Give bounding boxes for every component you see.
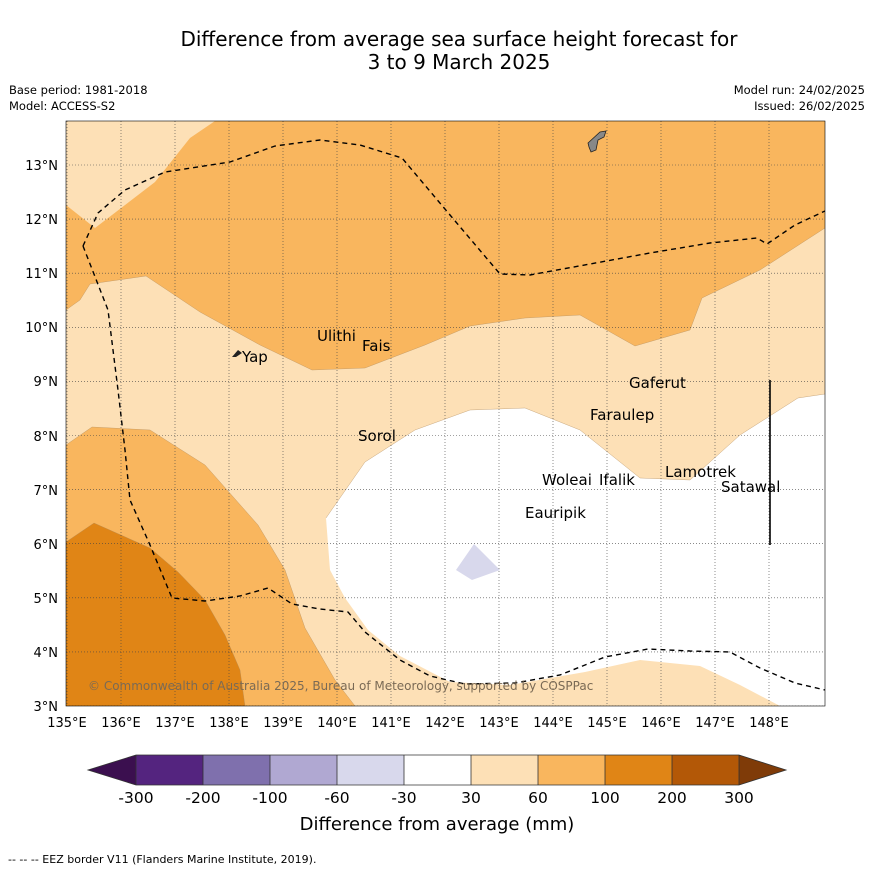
label-gaferut: Gaferut [629, 374, 686, 392]
lon-label: 148°E [749, 716, 789, 731]
colorbar-arrow-low [88, 755, 136, 785]
place-labels: Yap Ulithi Fais Sorol Gaferut Faraulep W… [241, 327, 780, 522]
colorbar-segment [270, 755, 337, 785]
meta-right: Model run: 24/02/2025 Issued: 26/02/2025 [734, 82, 865, 114]
lat-label: 11°N [25, 267, 58, 282]
colorbar-segment [471, 755, 538, 785]
label-yap: Yap [241, 348, 268, 366]
title-line-1: Difference from average sea surface heig… [180, 27, 738, 51]
lat-label: 9°N [34, 375, 59, 390]
colorbar-tick: 30 [461, 789, 481, 807]
lon-label: 143°E [479, 716, 519, 731]
lon-label: 146°E [641, 716, 681, 731]
title-line-2: 3 to 9 March 2025 [367, 50, 551, 74]
contour-minus60-minus30-patch [456, 544, 500, 580]
lon-label: 144°E [533, 716, 573, 731]
lat-label: 3°N [34, 700, 59, 715]
label-ifalik: Ifalik [599, 471, 635, 489]
label-ulithi: Ulithi [317, 327, 356, 345]
lat-label: 6°N [34, 538, 59, 553]
colorbar-title: Difference from average (mm) [300, 814, 575, 835]
label-fais: Fais [362, 337, 391, 355]
colorbar-tick: -200 [185, 789, 220, 807]
lon-label: 147°E [695, 716, 735, 731]
lon-label: 142°E [425, 716, 465, 731]
lat-label: 10°N [25, 321, 58, 336]
colorbar-tick-labels: -300 -200 -100 -60 -30 30 60 100 200 300 [118, 789, 753, 807]
label-faraulep: Faraulep [590, 406, 654, 424]
base-period: Base period: 1981-2018 [9, 83, 148, 97]
colorbar-segment [337, 755, 404, 785]
contour-edges [66, 227, 825, 706]
colorbar-segment [538, 755, 605, 785]
issued-date: Issued: 26/02/2025 [754, 99, 865, 113]
colorbar-tick: 60 [528, 789, 548, 807]
label-sorol: Sorol [358, 427, 396, 445]
colorbar-segment [672, 755, 739, 785]
label-eauripik: Eauripik [525, 504, 586, 522]
eez-border [82, 139, 825, 691]
label-lamotrek: Lamotrek [665, 463, 736, 481]
colorbar-tick: -300 [118, 789, 153, 807]
lat-label: 13°N [25, 159, 58, 174]
lat-label: 7°N [34, 484, 59, 499]
colorbar-segment [136, 755, 203, 785]
guam-island [587, 130, 607, 153]
colorbar-tick: -30 [391, 789, 416, 807]
lon-tick-labels: 135°E 136°E 137°E 138°E 139°E 140°E 141°… [47, 716, 789, 731]
colorbar-tick: -60 [324, 789, 349, 807]
lon-label: 135°E [47, 716, 87, 731]
lon-label: 139°E [263, 716, 303, 731]
lat-tick-labels: 13°N 12°N 11°N 10°N 9°N 8°N 7°N 6°N 5°N … [25, 159, 58, 715]
colorbar-tick: -100 [252, 789, 287, 807]
map-plot-area: © Commonwealth of Australia 2025, Bureau… [66, 121, 825, 706]
lat-label: 4°N [34, 646, 59, 661]
yap-island [232, 350, 242, 357]
contour-30-60-top-left [66, 121, 215, 228]
model-name: Model: ACCESS-S2 [9, 99, 116, 113]
colorbar-arrow-high [739, 755, 786, 785]
label-satawal: Satawal [721, 478, 780, 496]
colorbar-segment [605, 755, 672, 785]
map-frame [65, 120, 826, 707]
eez-footnote: -- -- -- EEZ border V11 (Flanders Marine… [8, 853, 317, 866]
lat-label: 8°N [34, 430, 59, 445]
map-title: Difference from average sea surface heig… [0, 28, 873, 74]
colorbar-tick: 200 [657, 789, 687, 807]
meta-left: Base period: 1981-2018 Model: ACCESS-S2 [9, 82, 148, 114]
lat-label: 5°N [34, 592, 59, 607]
model-run: Model run: 24/02/2025 [733, 83, 865, 97]
lon-label: 141°E [371, 716, 411, 731]
contour-100-200-lobe [66, 523, 245, 706]
colorbar: -300 -200 -100 -60 -30 30 60 100 200 300… [86, 754, 788, 835]
colorbar-segment [404, 755, 471, 785]
colorbar-tick: 300 [724, 789, 754, 807]
lon-label: 138°E [209, 716, 249, 731]
lon-label: 145°E [587, 716, 627, 731]
copyright-notice: © Commonwealth of Australia 2025, Bureau… [88, 679, 593, 693]
lon-label: 137°E [155, 716, 195, 731]
colorbar-segment [203, 755, 270, 785]
map-gridlines [66, 121, 825, 706]
lat-label: 12°N [25, 213, 58, 228]
lon-label: 136°E [101, 716, 141, 731]
contour-neutral-region [326, 394, 825, 706]
label-woleai: Woleai [542, 471, 592, 489]
colorbar-tick: 100 [590, 789, 620, 807]
lon-label: 140°E [317, 716, 357, 731]
